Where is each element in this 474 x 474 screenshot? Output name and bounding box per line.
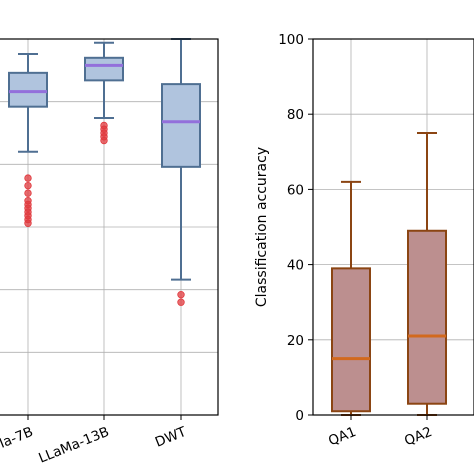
y-axis-label: Classification accuracy xyxy=(254,147,270,307)
y-tick-label: 40 xyxy=(287,258,304,274)
box-DWT xyxy=(161,83,201,168)
outlier-point xyxy=(24,174,32,182)
box-LLaMa-13B xyxy=(84,56,124,82)
x-tick-label: DWT xyxy=(153,424,189,451)
axes-frame xyxy=(312,38,474,416)
outlier-point xyxy=(100,136,108,145)
left-boxplot-panel: LLaMa-7B LLaMa-13B DWT xyxy=(0,38,219,467)
box-LLaMa-7B xyxy=(8,71,48,108)
x-tick-label: LLaMa-7B xyxy=(0,424,35,464)
y-tick-label: 60 xyxy=(287,182,304,198)
outlier-point xyxy=(177,290,185,299)
box-QA1 xyxy=(331,267,371,413)
outlier-point xyxy=(24,189,32,197)
y-tick-label: 0 xyxy=(295,408,304,424)
x-tick-label: LLaMa-13B xyxy=(36,424,111,467)
y-tick-label: 20 xyxy=(287,333,304,349)
outlier-point xyxy=(177,298,185,306)
y-tick-label: 100 xyxy=(278,32,304,48)
x-tick-label: QA1 xyxy=(326,424,358,449)
right-boxplot-panel: 0 20 40 60 80 100 Classification accuracy QA1 QA… xyxy=(254,32,474,449)
outlier-point xyxy=(24,181,32,190)
box-QA2 xyxy=(407,229,447,405)
y-tick-label: 80 xyxy=(287,107,304,123)
outlier-point xyxy=(24,219,32,227)
x-tick-label: QA2 xyxy=(402,424,434,449)
